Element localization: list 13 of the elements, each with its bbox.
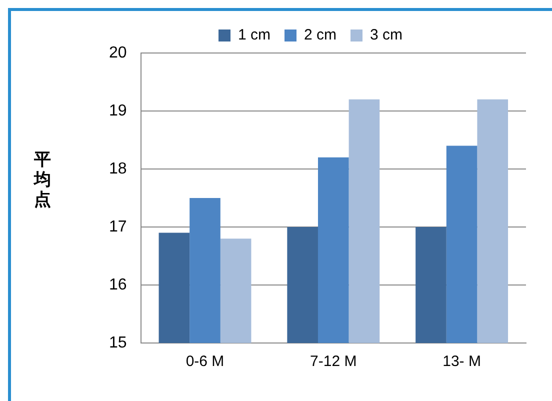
y-tick-label: 17 xyxy=(109,218,127,236)
legend-label: 2 cm xyxy=(304,26,337,44)
y-tick-label: 16 xyxy=(109,276,127,294)
y-tick-label: 19 xyxy=(109,102,127,120)
y-axis-title: 平均点 xyxy=(34,150,52,210)
legend-label: 3 cm xyxy=(370,26,403,44)
x-tick-label: 7-12 M xyxy=(310,353,357,370)
y-tick-label: 20 xyxy=(109,44,127,62)
y-tick-label: 15 xyxy=(109,334,127,352)
x-tick-label: 13- M xyxy=(442,353,481,370)
legend-label: 1 cm xyxy=(238,26,271,44)
x-tick-label: 0-6 M xyxy=(186,353,224,370)
y-tick-label: 18 xyxy=(109,160,127,178)
